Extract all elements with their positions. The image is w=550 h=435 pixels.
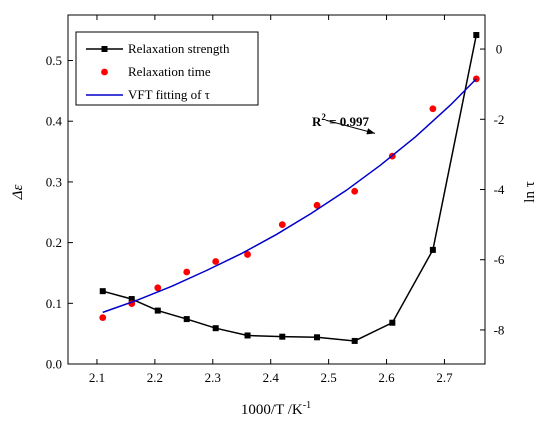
x-tick-label: 2.3 bbox=[205, 370, 221, 385]
relaxation-strength-point bbox=[314, 334, 321, 341]
relaxation-time-point bbox=[244, 251, 251, 258]
relaxation-strength-point bbox=[128, 296, 135, 303]
legend-label-strength: Relaxation strength bbox=[128, 41, 230, 56]
relaxation-time-point bbox=[313, 201, 321, 209]
y-right-tick-label: -8 bbox=[494, 322, 505, 337]
y-right-tick-label: -4 bbox=[494, 182, 505, 197]
series-layer bbox=[99, 32, 480, 344]
y-left-tick-label: 0.4 bbox=[46, 114, 63, 129]
relaxation-strength-point bbox=[351, 337, 358, 344]
x-tick-label: 2.7 bbox=[436, 370, 453, 385]
x-axis-title: 1000/T /K-1 bbox=[241, 400, 311, 418]
x-tick-label: 2.2 bbox=[147, 370, 163, 385]
relaxation-strength-point bbox=[429, 246, 436, 253]
relaxation-time-point bbox=[183, 268, 191, 276]
y-axis-left-title: Δε bbox=[10, 185, 26, 201]
y-left-tick-label: 0.2 bbox=[46, 235, 62, 250]
y-left-tick-label: 0.3 bbox=[46, 174, 62, 189]
y-right-tick-label: 0 bbox=[496, 42, 503, 57]
relaxation-strength-line bbox=[102, 34, 478, 342]
x-tick-label: 2.1 bbox=[89, 370, 105, 385]
relaxation-strength-point bbox=[279, 333, 286, 340]
legend-marker-strength bbox=[101, 46, 108, 52]
relaxation-time-point bbox=[278, 221, 286, 229]
r-squared-annotation: R2 = 0.997 bbox=[312, 112, 370, 129]
legend: Relaxation strength Relaxation time VFT … bbox=[75, 31, 259, 106]
relaxation-strength-point bbox=[473, 32, 480, 39]
relaxation-strength-point bbox=[244, 332, 251, 339]
annotation-arrow bbox=[325, 119, 376, 134]
y-left-tick-label: 0.0 bbox=[46, 357, 62, 372]
legend-frame bbox=[75, 31, 259, 106]
y-axis-right-title: ln τ bbox=[522, 181, 538, 202]
relaxation-time-point bbox=[351, 187, 359, 195]
relaxation-time-point bbox=[154, 284, 162, 292]
y-left-tick-label: 0.1 bbox=[46, 296, 62, 311]
relaxation-time-point bbox=[212, 258, 220, 265]
legend-label-time: Relaxation time bbox=[128, 64, 211, 79]
relaxation-time-point bbox=[99, 314, 107, 322]
vft-fit-line bbox=[102, 78, 477, 314]
relaxation-strength-point bbox=[154, 307, 161, 314]
plot-frame bbox=[67, 14, 486, 365]
relaxation-strength-point bbox=[183, 316, 190, 323]
relaxation-strength-point bbox=[212, 325, 219, 332]
relaxation-time-point bbox=[429, 105, 437, 113]
y-left-tick-label: 0.5 bbox=[46, 53, 62, 68]
y-right-tick-label: -6 bbox=[494, 252, 505, 267]
x-tick-label: 2.6 bbox=[378, 370, 395, 385]
x-tick-label: 2.5 bbox=[321, 370, 337, 385]
tick-layer: 2.1 2.2 2.3 2.4 2.5 2.6 2.7 0.0 0.1 0.2 0.3 0.4 0.5 0… bbox=[46, 15, 505, 385]
annotation-arrowhead bbox=[366, 128, 375, 135]
x-tick-label: 2.4 bbox=[263, 370, 280, 385]
relaxation-strength-point bbox=[389, 319, 396, 326]
legend-marker-time bbox=[101, 68, 108, 76]
y-right-tick-label: -2 bbox=[494, 112, 505, 127]
relaxation-strength-point bbox=[99, 288, 106, 295]
legend-label-vft: VFT fitting of τ bbox=[128, 87, 210, 102]
